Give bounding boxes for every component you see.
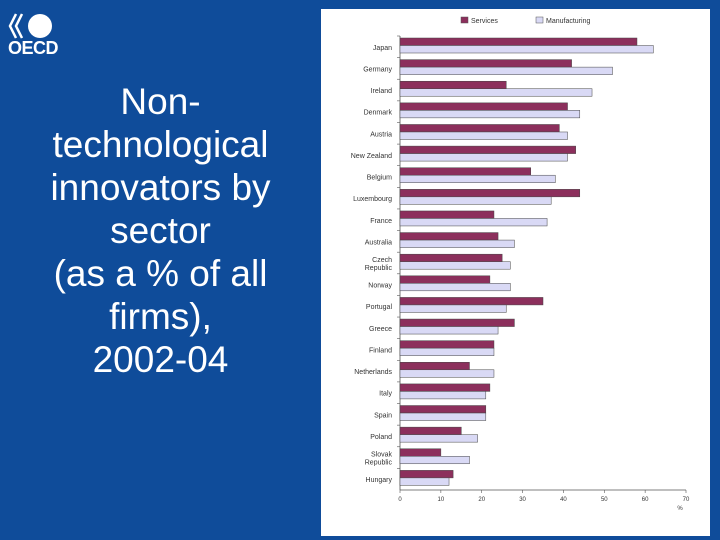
bar-manufacturing — [399, 153, 568, 162]
bar-services — [399, 189, 581, 198]
x-tick-label: 30 — [519, 497, 526, 503]
category-label: Republic — [365, 460, 393, 467]
bar-services — [399, 426, 462, 435]
category-label: Hungary — [366, 477, 393, 484]
bar-manufacturing — [399, 174, 556, 183]
bar-manufacturing — [399, 218, 548, 227]
bar-services — [399, 167, 531, 176]
bar-manufacturing — [399, 261, 511, 270]
bar-services — [399, 275, 491, 284]
category-label: France — [370, 218, 392, 225]
bar-services — [399, 59, 572, 68]
x-tick-label: 70 — [683, 497, 690, 503]
category-label: Finland — [369, 347, 392, 354]
category-label: Slovak — [371, 452, 393, 459]
chart-panel: Services Manufacturing Japan Germany Ireland… — [321, 9, 710, 536]
bar-services — [399, 405, 487, 414]
x-tick-label: 50 — [601, 497, 608, 503]
bar-manufacturing — [399, 239, 515, 248]
category-label: Norway — [368, 283, 392, 290]
category-label: Italy — [379, 391, 392, 398]
oecd-logo-text: OECD — [8, 38, 59, 58]
bar-manufacturing — [399, 456, 470, 465]
bar-services — [399, 145, 576, 154]
bar-manufacturing — [399, 88, 593, 97]
category-label: Denmark — [364, 110, 393, 117]
bar-manufacturing — [399, 196, 552, 205]
bar-manufacturing — [399, 66, 613, 75]
category-label: Czech — [372, 257, 392, 264]
bar-services — [399, 297, 544, 306]
bar-services — [399, 362, 470, 371]
bar-manufacturing — [399, 347, 495, 356]
slide-title-line: Non- — [120, 81, 201, 122]
slide-title-line: (as a % of all — [53, 253, 268, 294]
bar-manufacturing — [399, 434, 478, 443]
bar-services — [399, 210, 495, 219]
category-label: Spain — [374, 412, 392, 419]
x-tick-label: 0 — [398, 497, 402, 503]
bar-services — [399, 340, 495, 349]
category-label: Ireland — [371, 88, 393, 95]
bar-services — [399, 383, 491, 392]
bar-services — [399, 37, 638, 46]
category-label: Austria — [370, 131, 392, 138]
bar-manufacturing — [399, 412, 487, 421]
slide-title-line: firms), — [109, 296, 212, 337]
bar-services — [399, 232, 499, 241]
category-label: Poland — [370, 434, 392, 441]
category-label: Netherlands — [354, 369, 392, 376]
oecd-logo — [6, 8, 66, 64]
bar-manufacturing — [399, 391, 487, 400]
bar-manufacturing — [399, 283, 511, 292]
bar-manufacturing — [399, 110, 581, 119]
bar-manufacturing — [399, 45, 654, 54]
x-tick-label: 40 — [560, 497, 567, 503]
slide-title: Non- technological innovators by sector … — [18, 80, 303, 381]
x-tick-label: 10 — [438, 497, 445, 503]
category-label: Portugal — [366, 304, 393, 311]
bar-services — [399, 102, 568, 111]
category-label: Belgium — [367, 175, 392, 182]
x-tick-label: 60 — [642, 497, 649, 503]
bar-services — [399, 80, 507, 89]
bar-services — [399, 470, 454, 479]
category-label: Greece — [369, 326, 392, 333]
bar-manufacturing — [399, 304, 507, 313]
bar-manufacturing — [399, 326, 499, 335]
category-label: New Zealand — [351, 153, 392, 160]
slide-title-line: innovators by — [50, 167, 271, 208]
category-label: Republic — [365, 265, 393, 272]
bar-manufacturing — [399, 131, 568, 140]
slide-title-line: 2002-04 — [92, 339, 229, 380]
legend-label: Manufacturing — [546, 18, 590, 25]
legend-swatch — [535, 16, 544, 24]
category-label: Luxembourg — [353, 196, 392, 203]
category-label: Japan — [373, 45, 392, 52]
bar-services — [399, 124, 560, 133]
category-label: Australia — [365, 239, 392, 246]
x-tick-label: 20 — [478, 497, 485, 503]
bar-chart: Services Manufacturing Japan Germany Ireland… — [351, 16, 690, 512]
category-label: Germany — [363, 66, 392, 73]
bar-manufacturing — [399, 477, 450, 486]
x-axis-label: % — [677, 506, 683, 512]
legend-swatch — [460, 16, 469, 24]
bar-services — [399, 318, 515, 327]
bar-manufacturing — [399, 369, 495, 378]
oecd-logo-icon — [8, 13, 52, 39]
slide-title-line: sector — [110, 210, 211, 251]
legend-label: Services — [471, 18, 498, 25]
bar-services — [399, 253, 503, 262]
slide-title-line: technological — [52, 124, 269, 165]
bar-services — [399, 448, 442, 457]
